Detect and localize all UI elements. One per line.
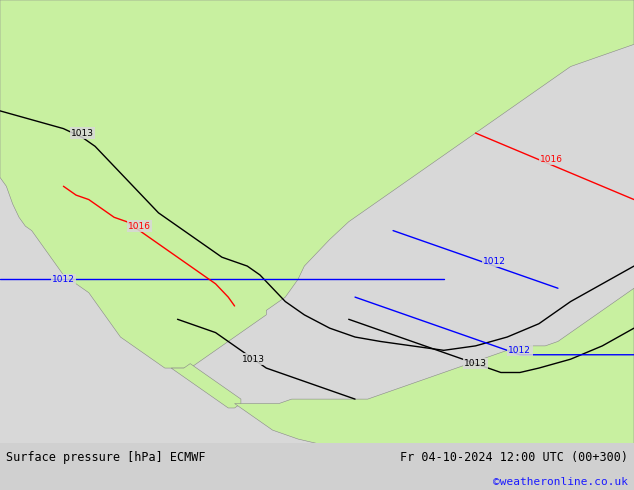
Polygon shape <box>171 364 241 408</box>
Text: ©weatheronline.co.uk: ©weatheronline.co.uk <box>493 477 628 487</box>
Text: 1013: 1013 <box>71 128 94 138</box>
Text: Fr 04-10-2024 12:00 UTC (00+300): Fr 04-10-2024 12:00 UTC (00+300) <box>399 451 628 464</box>
Text: 1012: 1012 <box>483 257 506 266</box>
Text: 1016: 1016 <box>540 155 563 164</box>
Text: 1013: 1013 <box>242 355 265 364</box>
Text: 1012: 1012 <box>52 275 75 284</box>
Text: 1016: 1016 <box>128 221 151 231</box>
Text: 1013: 1013 <box>464 359 487 368</box>
Text: Surface pressure [hPa] ECMWF: Surface pressure [hPa] ECMWF <box>6 451 206 464</box>
Text: 1012: 1012 <box>508 346 531 355</box>
Polygon shape <box>0 0 634 368</box>
Polygon shape <box>235 288 634 443</box>
